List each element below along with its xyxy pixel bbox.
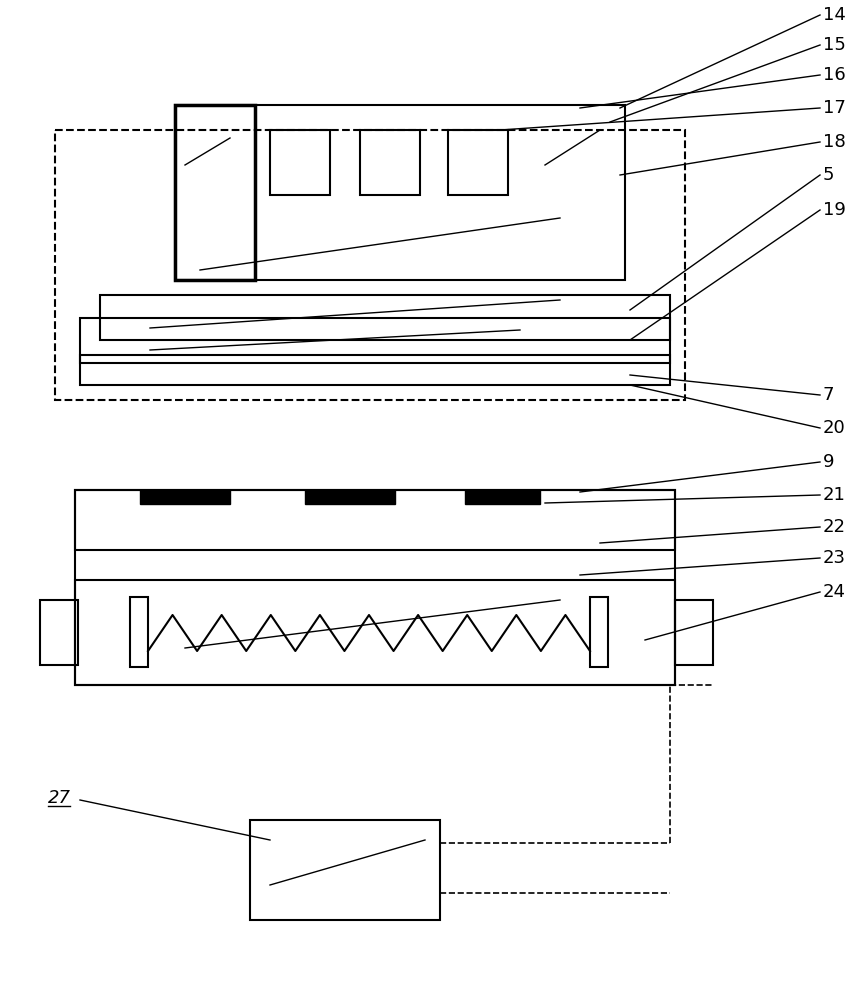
Bar bbox=[270, 130, 330, 195]
Text: 21: 21 bbox=[823, 486, 846, 504]
Bar bbox=[80, 318, 670, 363]
Text: 23: 23 bbox=[823, 549, 846, 567]
Polygon shape bbox=[465, 490, 540, 504]
Text: 17: 17 bbox=[823, 99, 846, 117]
Text: 15: 15 bbox=[823, 36, 846, 54]
Text: 18: 18 bbox=[823, 133, 846, 151]
Bar bbox=[175, 105, 625, 280]
Text: 5: 5 bbox=[823, 166, 835, 184]
Text: 22: 22 bbox=[823, 518, 846, 536]
Bar bbox=[675, 600, 713, 665]
Text: 14: 14 bbox=[823, 6, 846, 24]
Bar bbox=[55, 130, 685, 400]
Polygon shape bbox=[305, 490, 395, 504]
Text: 7: 7 bbox=[823, 386, 835, 404]
Bar bbox=[130, 597, 148, 667]
Bar bbox=[100, 295, 670, 340]
Bar bbox=[40, 600, 78, 665]
Text: 24: 24 bbox=[823, 583, 846, 601]
Bar bbox=[75, 490, 675, 550]
Bar bbox=[448, 130, 508, 195]
Text: 16: 16 bbox=[823, 66, 846, 84]
Bar bbox=[360, 130, 420, 195]
Bar bbox=[175, 105, 255, 280]
Bar bbox=[250, 820, 440, 920]
Text: 20: 20 bbox=[823, 419, 846, 437]
Text: 19: 19 bbox=[823, 201, 846, 219]
Bar bbox=[75, 580, 675, 685]
Bar bbox=[590, 597, 608, 667]
Bar bbox=[80, 355, 670, 385]
Bar bbox=[75, 490, 675, 685]
Text: 9: 9 bbox=[823, 453, 835, 471]
Polygon shape bbox=[140, 490, 230, 504]
Text: 27: 27 bbox=[48, 789, 71, 807]
